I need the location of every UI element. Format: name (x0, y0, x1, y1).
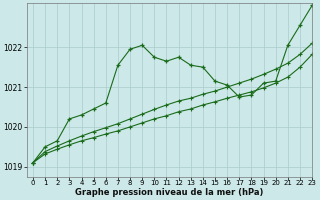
X-axis label: Graphe pression niveau de la mer (hPa): Graphe pression niveau de la mer (hPa) (75, 188, 264, 197)
